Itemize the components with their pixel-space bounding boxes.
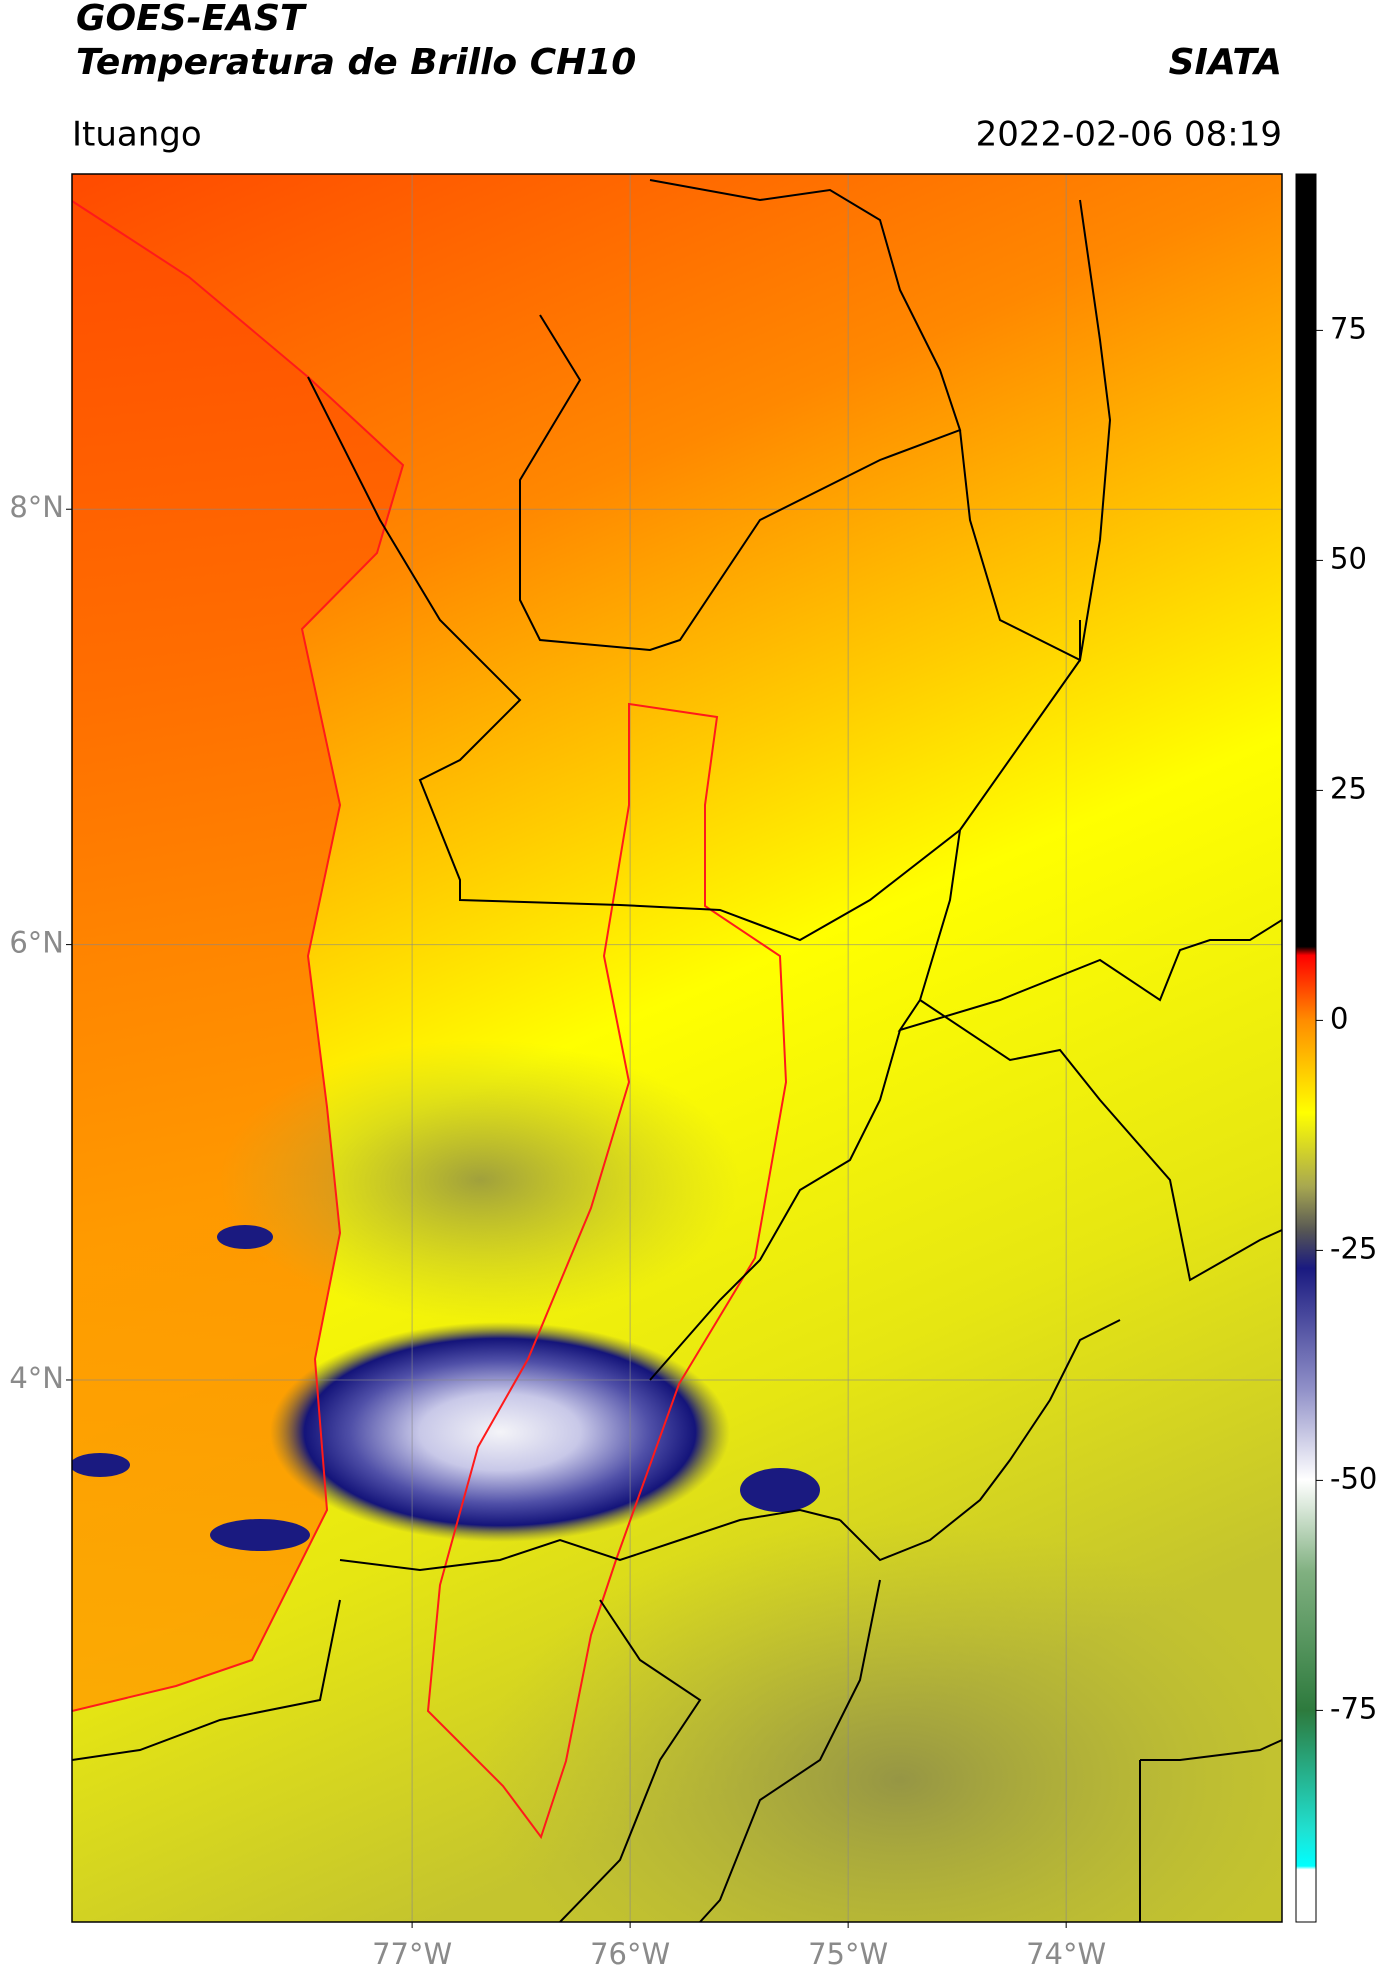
colorbar-label: 50 <box>1330 541 1367 575</box>
location: Ituango <box>72 115 202 155</box>
lat-label: 8°N <box>9 490 64 524</box>
map-frame <box>71 173 1283 1923</box>
colorbar-label: -75 <box>1330 1691 1377 1725</box>
colorbar-label: -50 <box>1330 1461 1377 1495</box>
colorbar <box>1295 173 1317 1923</box>
title: GOES-EAST <box>76 0 307 39</box>
colorbar-label: 0 <box>1330 1001 1348 1035</box>
lat-label: 6°N <box>9 926 64 960</box>
source: SIATA <box>1169 42 1282 83</box>
subtitle: Temperatura de Brillo CH10 <box>76 42 636 83</box>
colorbar-label: 25 <box>1330 771 1367 805</box>
datetime: 2022-02-06 08:19 <box>976 115 1282 155</box>
lon-label: 74°W <box>1026 1937 1106 1971</box>
map <box>72 174 1282 1922</box>
lon-label: 77°W <box>372 1937 452 1971</box>
lat-label: 4°N <box>9 1361 64 1395</box>
colorbar-label: 75 <box>1330 311 1367 345</box>
colorbar-label: -25 <box>1330 1231 1377 1265</box>
lon-label: 76°W <box>590 1937 670 1971</box>
lon-label: 75°W <box>808 1937 888 1971</box>
